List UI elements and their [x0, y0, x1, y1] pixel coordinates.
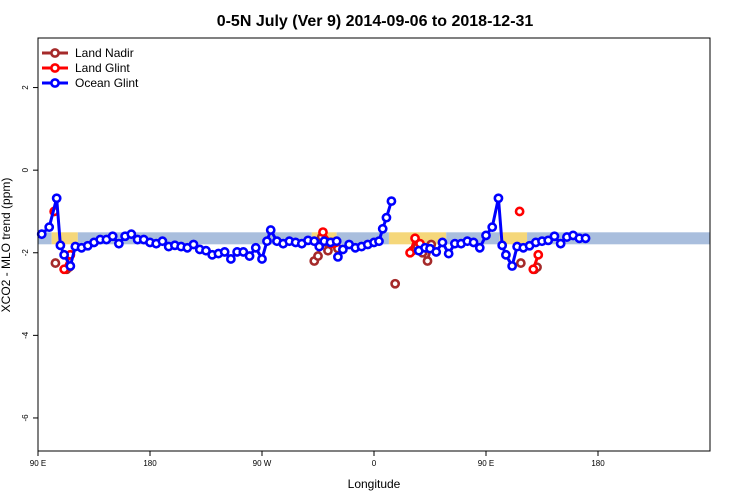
data-point-ocean-glint [437, 237, 448, 248]
x-tick-label: 180 [591, 459, 605, 468]
x-axis-label: Longitude [348, 477, 401, 491]
data-point-ocean-glint [250, 242, 261, 253]
data-point-ocean-glint [549, 231, 560, 242]
x-tick-label: 90 E [30, 459, 46, 468]
data-point-ocean-glint [51, 193, 62, 204]
data-point-ocean-glint [107, 231, 118, 242]
band-segment-land [499, 232, 528, 245]
data-point-land-nadir [50, 258, 61, 268]
y-axis: 2 0 -2 -4 -6 [21, 85, 38, 422]
legend-marker-ocean-glint [50, 78, 60, 88]
data-point-land-nadir [515, 258, 526, 268]
data-point-ocean-glint [55, 240, 66, 251]
data-point-ocean-glint [474, 242, 485, 253]
legend-marker-land-nadir [50, 48, 60, 58]
data-point-ocean-glint [481, 230, 491, 241]
x-tick-label: 90 W [253, 459, 272, 468]
data-point-land-nadir [323, 245, 333, 256]
data-point-ocean-glint [487, 222, 498, 233]
data-point-ocean-glint [493, 193, 504, 204]
data-point-land-nadir [422, 256, 433, 266]
data-point-ocean-glint [188, 239, 199, 250]
x-axis: 90 E 180 90 W 0 90 E 180 [30, 451, 605, 468]
data-point-ocean-glint [225, 254, 236, 264]
data-point-ocean-glint [580, 233, 591, 244]
data-point-ocean-glint [507, 261, 518, 271]
data-point-ocean-glint [44, 222, 55, 233]
data-point-land-nadir [390, 278, 401, 289]
data-point-ocean-glint [386, 196, 397, 207]
data-point-ocean-glint [497, 240, 508, 251]
data-point-ocean-glint [377, 223, 388, 234]
data-point-land-nadir [313, 251, 323, 261]
y-tick-label: 2 [21, 85, 30, 90]
legend-label-land-nadir: Land Nadir [75, 46, 134, 60]
data-point-ocean-glint [265, 225, 276, 235]
data-point-ocean-glint [262, 236, 272, 247]
data-point-land-glint [405, 247, 415, 258]
data-point-ocean-glint [443, 248, 454, 259]
data-point-ocean-glint [59, 249, 70, 260]
data-point-ocean-glint [219, 247, 230, 257]
data-point-ocean-glint [337, 244, 348, 255]
data-point-ocean-glint [36, 229, 47, 240]
data-point-land-glint [514, 206, 525, 217]
data-point-ocean-glint [257, 254, 267, 264]
data-point-land-glint [528, 264, 539, 275]
data-point-ocean-glint [157, 236, 168, 247]
data-point-ocean-glint [381, 212, 392, 223]
legend-marker-land-glint [50, 63, 60, 73]
data-point-ocean-glint [501, 249, 511, 260]
data-point-ocean-glint [374, 236, 384, 247]
legend-label-land-glint: Land Glint [75, 61, 130, 75]
data-point-land-glint [318, 227, 328, 238]
series-layer [36, 193, 591, 289]
y-tick-label: -4 [21, 331, 30, 339]
data-point-ocean-glint [113, 238, 124, 249]
series-ocean-glint [36, 193, 591, 271]
legend-label-ocean-glint: Ocean Glint [75, 76, 139, 90]
x-tick-label: 180 [143, 459, 157, 468]
data-point-ocean-glint [65, 261, 76, 271]
data-point-land-glint [533, 249, 544, 260]
data-point-ocean-glint [333, 251, 343, 262]
y-tick-label: 0 [21, 167, 30, 172]
x-tick-label: 0 [372, 459, 377, 468]
data-point-ocean-glint [468, 237, 479, 248]
series-line-ocean-glint [40, 197, 337, 270]
data-point-ocean-glint [555, 238, 566, 249]
chart-title: 0-5N July (Ver 9) 2014-09-06 to 2018-12-… [217, 13, 534, 30]
y-tick-label: -6 [21, 414, 30, 422]
data-point-ocean-glint [126, 229, 137, 240]
data-point-ocean-glint [331, 236, 342, 247]
x-tick-label: 90 E [478, 459, 494, 468]
data-point-ocean-glint [244, 251, 255, 261]
data-point-ocean-glint [431, 247, 442, 257]
y-axis-label: XCO2 - MLO trend (ppm) [0, 178, 13, 313]
y-tick-label: -2 [21, 249, 30, 257]
